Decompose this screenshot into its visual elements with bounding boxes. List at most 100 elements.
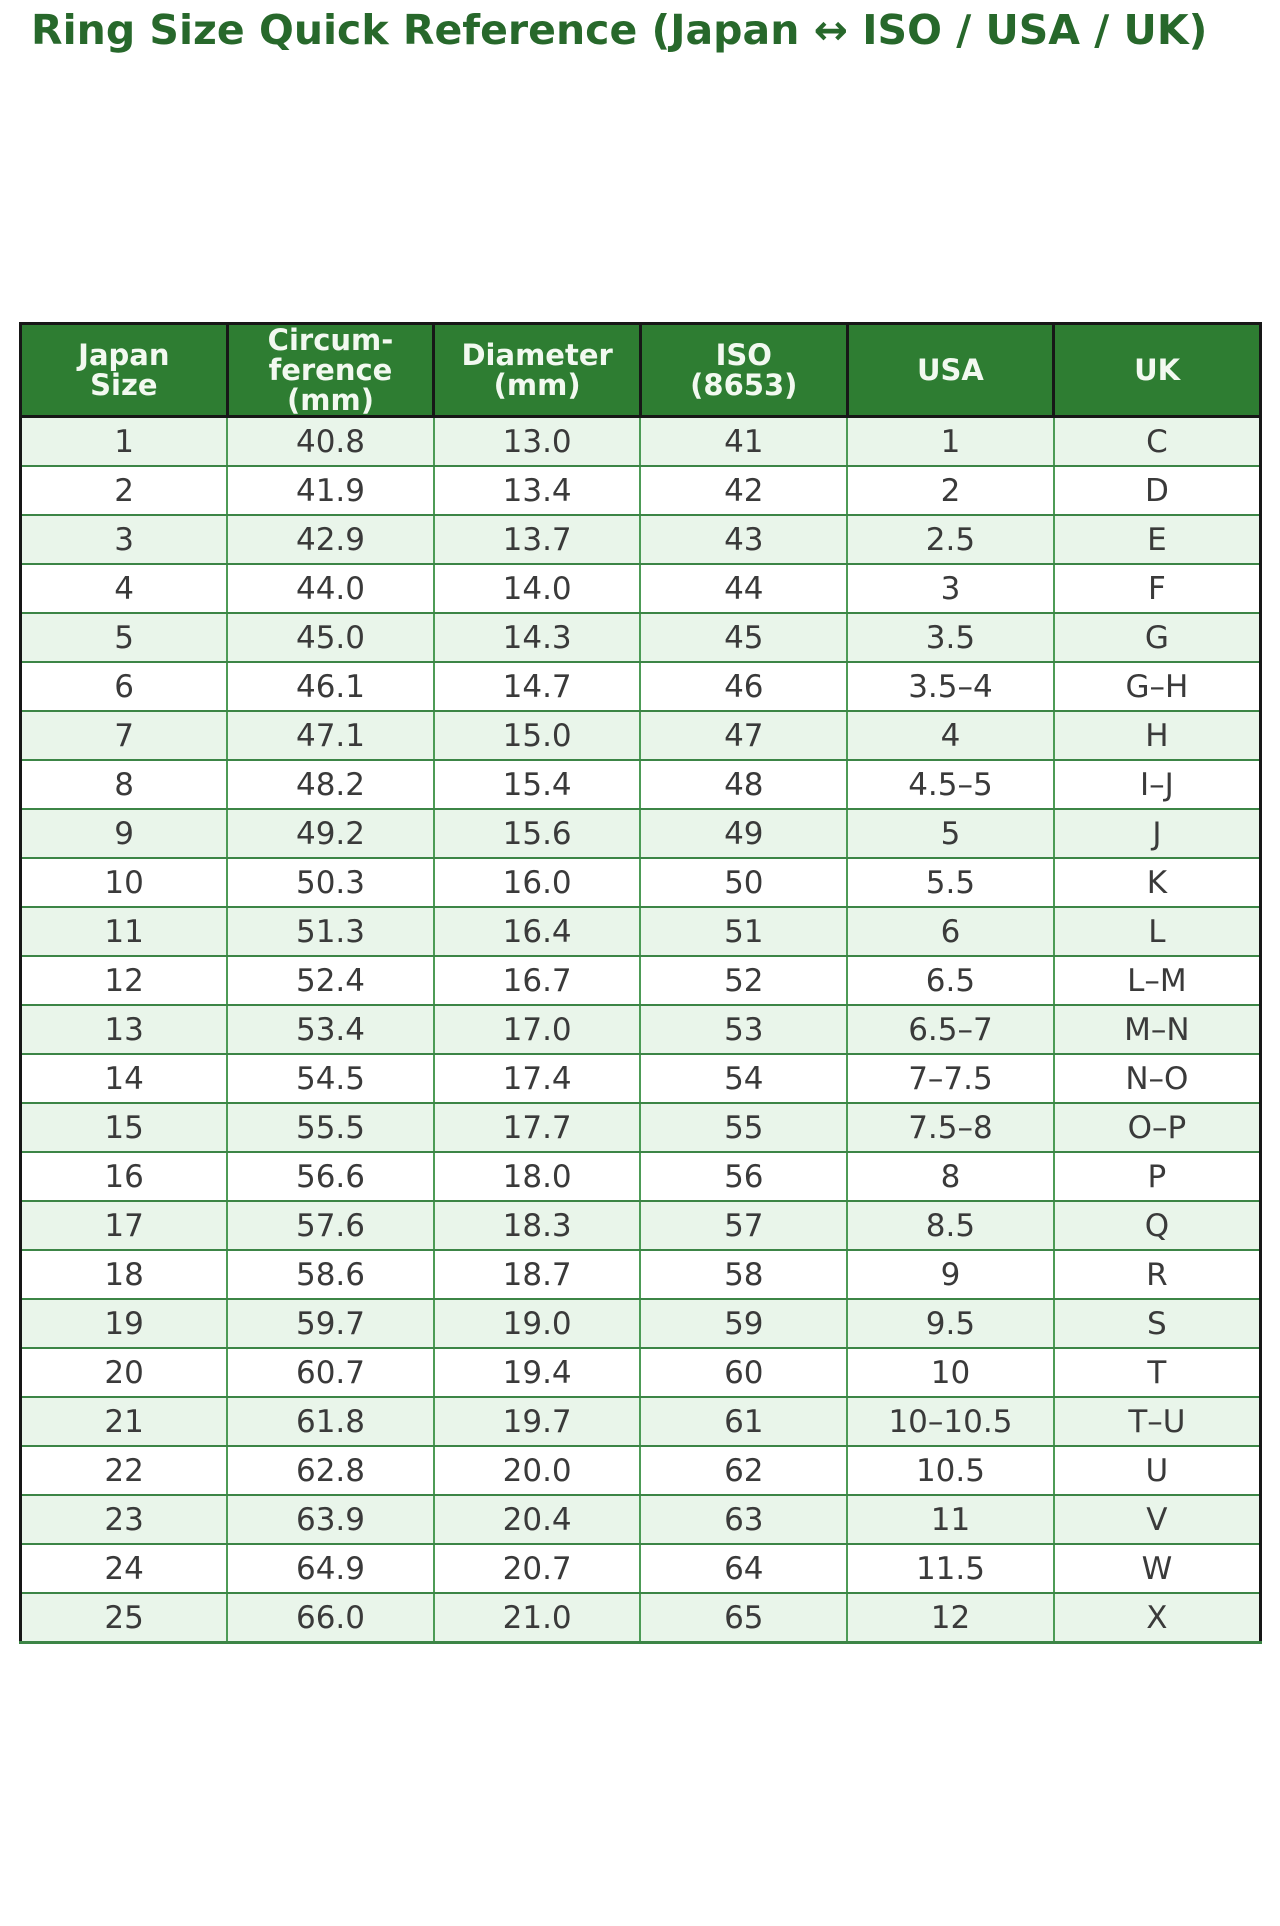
table-cell: Q [1052,1200,1262,1252]
table-cell: 8 [846,1151,1055,1203]
table-cell: 18.7 [432,1249,642,1301]
table-cell: 5 [19,612,229,664]
table-cell: 21.0 [432,1592,642,1644]
table-cell: 16.7 [432,955,642,1007]
table-cell: 18.0 [432,1151,642,1203]
table-cell: 19 [19,1298,229,1350]
table-cell: U [1052,1445,1262,1497]
table-row: 2 41.9 13.4 42 2 D [19,465,1262,517]
table-cell: 54 [639,1053,849,1105]
table-row: 22 62.8 20.0 62 10.5 U [19,1445,1262,1497]
table-row: 4 44.0 14.0 44 3 F [19,563,1262,615]
table-row: 6 46.1 14.7 46 3.5–4 G–H [19,661,1262,713]
table-cell: 49 [639,808,849,860]
table-header: Japan Size Circum- ference (mm) Diameter (… [19,323,1262,419]
table-cell: 62 [639,1445,849,1497]
table-cell: 59.7 [226,1298,435,1350]
table-cell: C [1052,415,1262,468]
table-row: 17 57.6 18.3 57 8.5 Q [19,1200,1262,1252]
table-cell: 51.3 [226,906,435,958]
table-cell: 20.0 [432,1445,642,1497]
table-cell: 17.4 [432,1053,642,1105]
table-cell: 47.1 [226,710,435,762]
table-cell: 11 [846,1494,1055,1546]
table-cell: 60 [639,1347,849,1399]
table-cell: 19.7 [432,1396,642,1448]
ring-size-table: Japan Size Circum- ference (mm) Diameter (… [19,322,1262,1645]
table-cell: 19.0 [432,1298,642,1350]
table-cell: 10 [846,1347,1055,1399]
table-cell: 6 [846,906,1055,958]
table-cell: 55.5 [226,1102,435,1154]
table-cell: 56.6 [226,1151,435,1203]
table-cell: 3 [846,563,1055,615]
table-cell: 42.9 [226,514,435,566]
table-row: 10 50.3 16.0 50 5.5 K [19,857,1262,909]
table-cell: 9.5 [846,1298,1055,1350]
table-cell: K [1052,857,1262,909]
table-row: 16 56.6 18.0 56 8 P [19,1151,1262,1203]
table-cell: 17.0 [432,1004,642,1056]
table-cell: 10–10.5 [846,1396,1055,1448]
table-cell: 14 [19,1053,229,1105]
table-cell: 53 [639,1004,849,1056]
table-cell: 61.8 [226,1396,435,1448]
table-cell: 45 [639,612,849,664]
table-cell: 2 [19,465,229,517]
table-cell: 61 [639,1396,849,1448]
table-row: 23 63.9 20.4 63 11 V [19,1494,1262,1546]
table-cell: 4 [846,710,1055,762]
table-cell: 59 [639,1298,849,1350]
table-cell: P [1052,1151,1262,1203]
table-cell: 47 [639,710,849,762]
table-row: 15 55.5 17.7 55 7.5–8 O–P [19,1102,1262,1154]
table-cell: 14.7 [432,661,642,713]
table-cell: 11.5 [846,1543,1055,1595]
table-row: 25 66.0 21.0 65 12 X [19,1592,1262,1644]
table-cell: 62.8 [226,1445,435,1497]
table-cell: 48 [639,759,849,811]
table-row: 21 61.8 19.7 61 10–10.5 T–U [19,1396,1262,1448]
table-cell: 17 [19,1200,229,1252]
table-cell: 20.7 [432,1543,642,1595]
table-cell: 5.5 [846,857,1055,909]
table-cell: 17.7 [432,1102,642,1154]
table-cell: 4.5–5 [846,759,1055,811]
table-cell: 18.3 [432,1200,642,1252]
table-cell: 57.6 [226,1200,435,1252]
table-cell: 54.5 [226,1053,435,1105]
table-cell: 1 [846,415,1055,468]
table-cell: 50 [639,857,849,909]
table-cell: 4 [19,563,229,615]
table-cell: W [1052,1543,1262,1595]
table-cell: J [1052,808,1262,860]
table-cell: 12 [846,1592,1055,1644]
header-row: Japan Size Circum- ference (mm) Diameter (… [19,323,1262,419]
table-cell: 64.9 [226,1543,435,1595]
table-cell: 15.0 [432,710,642,762]
table-cell: H [1052,710,1262,762]
table-row: 18 58.6 18.7 58 9 R [19,1249,1262,1301]
table-cell: F [1052,563,1262,615]
table-cell: R [1052,1249,1262,1301]
table-cell: 7.5–8 [846,1102,1055,1154]
table-cell: 60.7 [226,1347,435,1399]
table-cell: 6.5–7 [846,1004,1055,1056]
table-cell: 13.7 [432,514,642,566]
table-cell: D [1052,465,1262,517]
table-row: 13 53.4 17.0 53 6.5–7 M–N [19,1004,1262,1056]
column-header: Japan Size [19,323,229,419]
table-cell: 58 [639,1249,849,1301]
table-row: 11 51.3 16.4 51 6 L [19,906,1262,958]
table-cell: 13 [19,1004,229,1056]
table-cell: 16.4 [432,906,642,958]
table-cell: 15.6 [432,808,642,860]
table-cell: 49.2 [226,808,435,860]
table-cell: 10 [19,857,229,909]
table-cell: 16.0 [432,857,642,909]
table-row: 7 47.1 15.0 47 4 H [19,710,1262,762]
table-row: 9 49.2 15.6 49 5 J [19,808,1262,860]
table-cell: 41.9 [226,465,435,517]
column-header: USA [845,323,1056,419]
page-title: Ring Size Quick Reference (Japan ↔ ISO /… [31,6,1208,54]
